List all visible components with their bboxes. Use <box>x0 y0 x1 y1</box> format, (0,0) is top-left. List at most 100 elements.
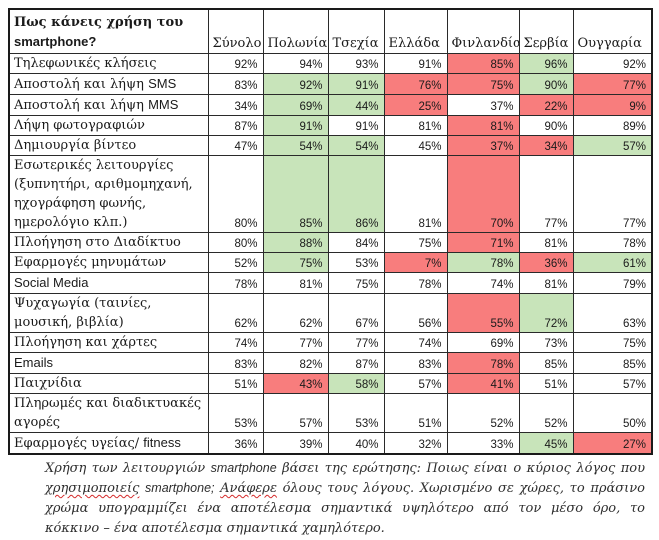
value-cell: 39% <box>262 432 329 455</box>
table-row: Αποστολή και λήψη MMS 34% 69% 44% 25% 37% 22% 9… <box>8 94 653 116</box>
value-cell: 96% <box>518 53 574 74</box>
value-cell: 69% <box>446 332 520 353</box>
value-cell: 45% <box>518 432 574 455</box>
value-cell: 63% <box>572 293 653 333</box>
value-cell: 78% <box>207 272 264 294</box>
value-cell: 93% <box>327 53 385 74</box>
row-label: Emails <box>8 352 209 374</box>
column-header: Ουγγαρία <box>572 8 653 54</box>
table-row: Εσωτερικές λειτουργίες (ξυπνητήρι, αριθμ… <box>8 155 653 233</box>
value-cell: 50% <box>572 393 653 433</box>
value-cell: 25% <box>383 94 448 116</box>
value-cell: 27% <box>572 432 653 455</box>
row-label: Παιχνίδια <box>8 373 209 394</box>
table-row: Τηλεφωνικές κλήσεις 92% 94% 93% 91% 85% 96% 92% <box>8 53 653 74</box>
value-cell: 57% <box>572 373 653 394</box>
value-cell: 77% <box>262 332 329 353</box>
value-cell: 58% <box>327 373 385 394</box>
value-cell: 76% <box>383 73 448 95</box>
value-cell: 85% <box>262 155 329 233</box>
value-cell: 78% <box>446 252 520 273</box>
value-cell: 73% <box>518 332 574 353</box>
value-cell: 72% <box>518 293 574 333</box>
value-cell: 75% <box>262 252 329 273</box>
value-cell: 83% <box>207 352 264 374</box>
value-cell: 81% <box>383 115 448 136</box>
value-cell: 82% <box>262 352 329 374</box>
value-cell: 53% <box>327 393 385 433</box>
value-cell: 77% <box>327 332 385 353</box>
value-cell: 80% <box>207 155 264 233</box>
value-cell: 75% <box>572 332 653 353</box>
value-cell: 75% <box>446 73 520 95</box>
row-label: Πληρωμές και διαδικτυακές αγορές <box>8 393 209 433</box>
value-cell: 74% <box>446 272 520 294</box>
value-cell: 75% <box>327 272 385 294</box>
value-cell: 88% <box>262 232 329 253</box>
value-cell: 32% <box>383 432 448 455</box>
value-cell: 22% <box>518 94 574 116</box>
value-cell: 33% <box>446 432 520 455</box>
value-cell: 90% <box>518 115 574 136</box>
value-cell: 69% <box>262 94 329 116</box>
value-cell: 53% <box>207 393 264 433</box>
row-label: Πλοήγηση και χάρτες <box>8 332 209 353</box>
row-label: Λήψη φωτογραφιών <box>8 115 209 136</box>
row-label: Αποστολή και λήψη MMS <box>8 94 209 116</box>
value-cell: 45% <box>383 135 448 156</box>
row-label: Αποστολή και λήψη SMS <box>8 73 209 95</box>
document-page: Πως κάνεις χρήση του smartphone? Σύνολο Π… <box>0 8 659 536</box>
value-cell: 74% <box>383 332 448 353</box>
value-cell: 52% <box>518 393 574 433</box>
table-question: Πως κάνεις χρήση του smartphone? <box>8 8 209 54</box>
value-cell: 92% <box>572 53 653 74</box>
column-header: Τσεχία <box>327 8 385 54</box>
value-cell: 36% <box>518 252 574 273</box>
value-cell: 51% <box>383 393 448 433</box>
table-row: Social Media 78% 81% 75% 78% 74% 81% 79% <box>8 272 653 294</box>
row-label: Εσωτερικές λειτουργίες (ξυπνητήρι, αριθμ… <box>8 155 209 233</box>
value-cell: 77% <box>518 155 574 233</box>
value-cell: 83% <box>383 352 448 374</box>
value-cell: 54% <box>327 135 385 156</box>
value-cell: 92% <box>207 53 264 74</box>
value-cell: 9% <box>572 94 653 116</box>
value-cell: 77% <box>572 73 653 95</box>
value-cell: 34% <box>207 94 264 116</box>
row-label: Social Media <box>8 272 209 294</box>
row-label: Δημιουργία βίντεο <box>8 135 209 156</box>
value-cell: 75% <box>383 232 448 253</box>
value-cell: 62% <box>207 293 264 333</box>
value-cell: 34% <box>518 135 574 156</box>
value-cell: 40% <box>327 432 385 455</box>
caption-word-spellcheck: Ανάφερε <box>220 481 277 497</box>
value-cell: 84% <box>327 232 385 253</box>
value-cell: 91% <box>262 115 329 136</box>
value-cell: 87% <box>327 352 385 374</box>
value-cell: 52% <box>207 252 264 273</box>
table-row: Δημιουργία βίντεο 47% 54% 54% 45% 37% 34% 57% <box>8 135 653 156</box>
smartphone-usage-table: Πως κάνεις χρήση του smartphone? Σύνολο Π… <box>8 8 653 455</box>
value-cell: 43% <box>262 373 329 394</box>
value-cell: 80% <box>207 232 264 253</box>
value-cell: 78% <box>446 352 520 374</box>
value-cell: 81% <box>518 272 574 294</box>
value-cell: 61% <box>572 252 653 273</box>
value-cell: 41% <box>446 373 520 394</box>
row-label: Τηλεφωνικές κλήσεις <box>8 53 209 74</box>
value-cell: 57% <box>262 393 329 433</box>
value-cell: 89% <box>572 115 653 136</box>
value-cell: 53% <box>327 252 385 273</box>
value-cell: 83% <box>207 73 264 95</box>
value-cell: 54% <box>262 135 329 156</box>
caption-word-spellcheck: χρησιμοποιείς <box>45 481 140 497</box>
value-cell: 52% <box>446 393 520 433</box>
column-header: Πολωνία <box>262 8 329 54</box>
table-row: Πλοήγηση και χάρτες 74% 77% 77% 74% 69% 73% 75% <box>8 332 653 353</box>
value-cell: 86% <box>327 155 385 233</box>
table-caption: Χρήση των λειτουργιών smartphone βάσει τ… <box>45 459 645 540</box>
value-cell: 44% <box>327 94 385 116</box>
table-row: Λήψη φωτογραφιών 87% 91% 91% 81% 81% 90% 89% <box>8 115 653 136</box>
value-cell: 37% <box>446 135 520 156</box>
value-cell: 85% <box>518 352 574 374</box>
